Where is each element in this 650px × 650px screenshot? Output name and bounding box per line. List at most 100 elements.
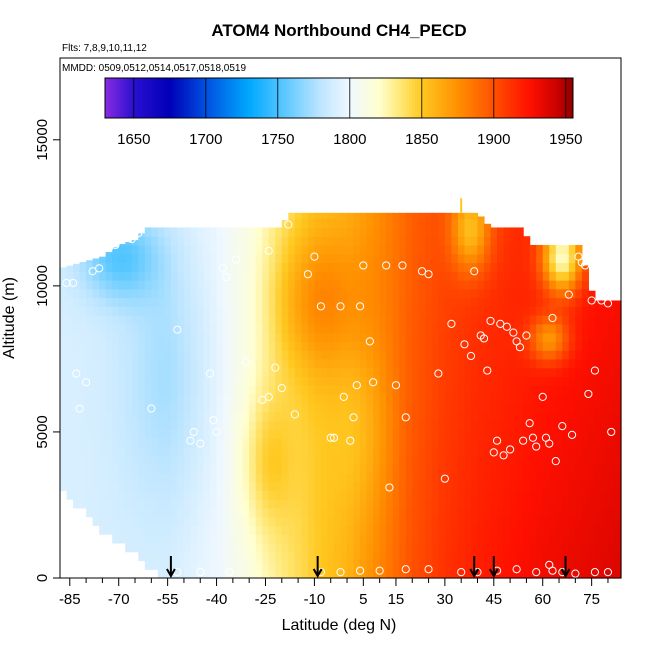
heatmap-cell bbox=[183, 288, 192, 299]
heatmap-cell bbox=[503, 376, 511, 386]
heatmap-cell bbox=[366, 341, 374, 351]
heatmap-cell bbox=[431, 358, 439, 369]
heatmap-cell bbox=[464, 385, 472, 395]
heatmap-cell bbox=[614, 507, 622, 518]
heatmap-cell bbox=[464, 534, 472, 544]
heatmap-cell bbox=[314, 472, 322, 483]
observation-point bbox=[401, 565, 410, 574]
heatmap-cell bbox=[347, 499, 355, 509]
heatmap-cell bbox=[477, 542, 485, 553]
heatmap-cell bbox=[294, 236, 302, 246]
heatmap-cell bbox=[536, 455, 544, 465]
heatmap-cell bbox=[249, 429, 257, 439]
heatmap-cell bbox=[614, 393, 622, 404]
heatmap-cell bbox=[444, 323, 452, 334]
heatmap-cell bbox=[333, 376, 342, 386]
heatmap-cell bbox=[301, 551, 309, 562]
heatmap-cell bbox=[392, 350, 400, 360]
heatmap-cell bbox=[340, 212, 348, 220]
heatmap-cell bbox=[418, 534, 426, 544]
heatmap-cell bbox=[203, 429, 211, 439]
heatmap-cell bbox=[497, 306, 505, 316]
heatmap-cell bbox=[392, 341, 400, 351]
heatmap-cell bbox=[360, 534, 368, 544]
heatmap-cell bbox=[125, 315, 133, 325]
heatmap-cell bbox=[516, 525, 524, 535]
heatmap-cell bbox=[92, 350, 100, 360]
heatmap-cell bbox=[288, 280, 296, 290]
heatmap-cell bbox=[223, 341, 231, 351]
heatmap-cell bbox=[60, 358, 68, 369]
observation-point bbox=[225, 568, 234, 577]
heatmap-cell bbox=[229, 332, 237, 342]
heatmap-cell bbox=[144, 306, 152, 316]
heatmap-cell bbox=[386, 332, 394, 342]
heatmap-cell bbox=[86, 385, 94, 395]
heatmap-cell bbox=[275, 244, 283, 255]
heatmap-cell bbox=[601, 516, 609, 527]
heatmap-cell bbox=[151, 499, 159, 509]
colorbar-segment bbox=[300, 78, 305, 118]
heatmap-cell bbox=[581, 385, 589, 395]
heatmap-cell bbox=[386, 323, 394, 334]
heatmap-cell bbox=[347, 315, 355, 325]
x-tick-label: -55 bbox=[157, 591, 179, 608]
heatmap-cell bbox=[275, 464, 283, 474]
heatmap-cell bbox=[268, 446, 276, 456]
heatmap-cell bbox=[568, 244, 576, 255]
heatmap-cell bbox=[477, 244, 485, 255]
heatmap-cell bbox=[360, 516, 368, 527]
heatmap-cell bbox=[418, 420, 426, 430]
heatmap-cell bbox=[118, 358, 126, 369]
heatmap-cell bbox=[431, 569, 439, 579]
heatmap-cell bbox=[229, 429, 237, 439]
colorbar-segment bbox=[365, 78, 369, 118]
heatmap-cell bbox=[138, 437, 146, 448]
heatmap-cell bbox=[118, 525, 126, 535]
heatmap-cell bbox=[418, 446, 426, 456]
heatmap-cell bbox=[320, 227, 329, 237]
heatmap-cell bbox=[327, 455, 335, 465]
heatmap-cell bbox=[516, 560, 524, 570]
heatmap-cell bbox=[431, 560, 439, 570]
heatmap-cell bbox=[294, 376, 302, 386]
heatmap-cell bbox=[281, 306, 289, 316]
heatmap-cell bbox=[477, 253, 485, 264]
heatmap-cell bbox=[503, 420, 511, 430]
heatmap-cell bbox=[360, 551, 368, 562]
heatmap-cell bbox=[281, 472, 289, 483]
heatmap-cell bbox=[66, 350, 74, 360]
heatmap-cell bbox=[601, 376, 609, 386]
heatmap-cell bbox=[373, 499, 381, 509]
heatmap-cell bbox=[138, 393, 146, 404]
heatmap-cell bbox=[320, 367, 329, 378]
colorbar-segment bbox=[356, 78, 360, 118]
heatmap-cell bbox=[490, 481, 498, 491]
heatmap-cell bbox=[477, 315, 485, 325]
heatmap-cell bbox=[490, 429, 498, 439]
heatmap-cell bbox=[523, 455, 531, 465]
heatmap-cell bbox=[86, 271, 94, 281]
heatmap-cell bbox=[151, 367, 159, 378]
heatmap-cell bbox=[125, 481, 133, 491]
heatmap-cell bbox=[320, 323, 329, 334]
heatmap-cell bbox=[516, 420, 524, 430]
heatmap-cell bbox=[249, 341, 257, 351]
heatmap-cell bbox=[575, 429, 583, 439]
heatmap-cell bbox=[510, 341, 518, 351]
heatmap-cell bbox=[210, 569, 218, 579]
heatmap-cell bbox=[73, 411, 81, 421]
heatmap-cell bbox=[470, 358, 479, 369]
heatmap-cell bbox=[320, 271, 329, 281]
heatmap-cell bbox=[399, 490, 407, 500]
observation-point bbox=[264, 246, 273, 255]
heatmap-cell bbox=[490, 376, 498, 386]
heatmap-cell bbox=[242, 253, 250, 264]
heatmap-cell bbox=[347, 455, 355, 465]
heatmap-cell bbox=[412, 315, 420, 325]
heatmap-cell bbox=[412, 393, 420, 404]
heatmap-cell bbox=[118, 472, 126, 483]
heatmap-cell bbox=[92, 367, 100, 378]
heatmap-cell bbox=[431, 411, 439, 421]
heatmap-cell bbox=[457, 280, 466, 290]
